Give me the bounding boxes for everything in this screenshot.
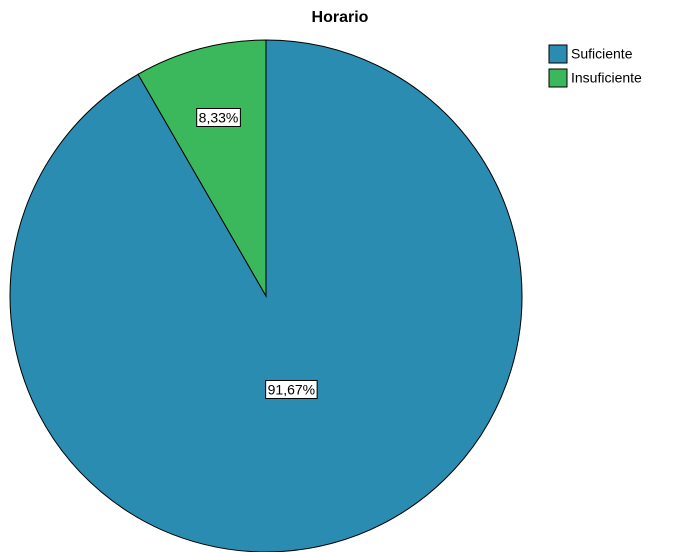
pie-slice — [137, 39, 267, 298]
legend-label: Suficiente — [571, 46, 633, 62]
legend-swatch — [548, 44, 568, 64]
data-label: 8,33% — [196, 107, 241, 127]
data-label-box — [196, 107, 241, 127]
data-label-text: 8,33% — [199, 109, 239, 125]
legend-swatch — [548, 68, 568, 88]
chart-title: Horario — [312, 9, 369, 26]
pie-slice — [9, 39, 523, 552]
data-label: 91,67% — [265, 379, 318, 399]
data-label-text: 91,67% — [268, 381, 315, 397]
data-label-box — [265, 379, 318, 399]
legend-label: Insuficiente — [571, 70, 642, 86]
